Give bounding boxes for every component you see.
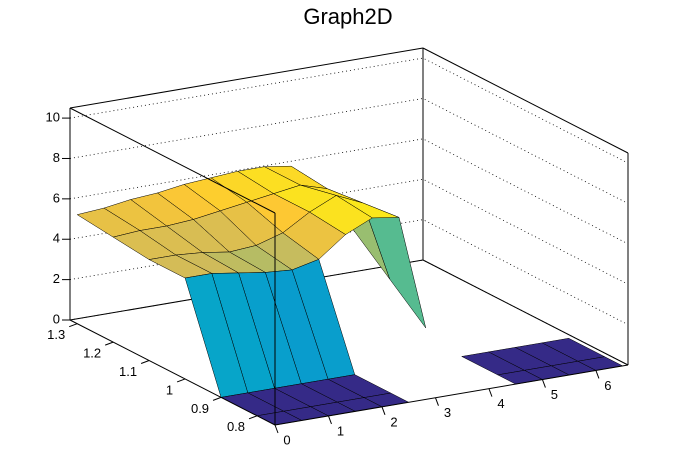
frame-edge — [422, 259, 629, 366]
z-tick-label: 4 — [53, 231, 60, 246]
z-tick-label: 2 — [53, 271, 60, 286]
chart-title: Graph2D — [303, 4, 392, 29]
y-axis — [69, 319, 276, 426]
y-tick — [140, 360, 150, 364]
x-tick — [434, 397, 439, 406]
y-tick — [104, 341, 114, 346]
y-tick — [69, 323, 78, 328]
x-tick-label: 4 — [497, 396, 504, 411]
x-tick-label: 5 — [551, 387, 558, 402]
surface-cell — [362, 202, 427, 329]
y-tick-label: 0.8 — [227, 419, 245, 434]
z-tick-label: 10 — [46, 110, 60, 125]
x-tick — [595, 370, 600, 379]
y-tick-label: 1 — [166, 382, 173, 397]
y-tick-label: 1.2 — [83, 346, 101, 361]
frame-edge — [69, 47, 424, 109]
z-tick-label: 6 — [53, 190, 60, 205]
frame-edge — [422, 47, 629, 154]
x-axis — [274, 364, 629, 426]
y-tick — [176, 378, 186, 383]
y-tick — [212, 396, 222, 401]
x-tick — [328, 415, 332, 425]
z-tick-label: 8 — [53, 150, 60, 165]
x-tick — [274, 424, 279, 434]
x-tick-label: 6 — [604, 378, 611, 393]
x-tick-label: 2 — [390, 414, 397, 429]
y-tick — [248, 415, 258, 420]
x-tick-label: 0 — [283, 432, 290, 447]
x-tick-label: 3 — [444, 405, 451, 420]
y-tick-label: 1.3 — [47, 327, 65, 342]
y-tick-label: 1.1 — [119, 364, 137, 379]
x-tick — [381, 406, 386, 415]
frame-edge — [69, 107, 276, 214]
x-tick — [541, 379, 546, 388]
z-tick-label: 0 — [53, 311, 60, 326]
x-tick-label: 1 — [337, 423, 344, 438]
x-tick — [488, 388, 493, 397]
y-tick-label: 0.9 — [191, 401, 209, 416]
